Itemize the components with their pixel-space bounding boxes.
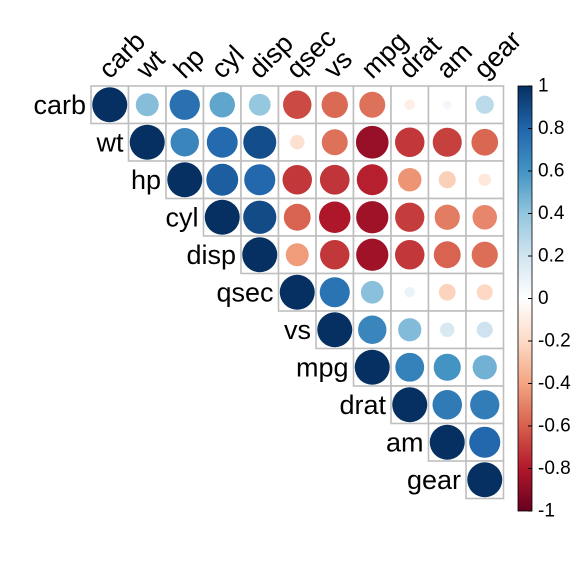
row-label: mpg (296, 352, 349, 382)
correlation-circle (475, 95, 494, 114)
row-label: hp (131, 165, 161, 195)
correlation-circle (442, 100, 452, 110)
column-label: hp (168, 42, 210, 84)
colorbar-tick-label: -0.8 (538, 458, 571, 479)
correlation-circle (167, 162, 203, 198)
correlation-circle (321, 129, 348, 156)
correlation-circle (395, 352, 425, 382)
correlation-circle (472, 355, 497, 380)
circle-layer (92, 87, 503, 498)
correlation-circle (356, 164, 388, 196)
correlation-circle (395, 127, 425, 157)
correlation-circle (434, 204, 460, 230)
row-label: carb (33, 90, 86, 120)
row-label: cyl (166, 202, 199, 232)
correlation-circle (438, 171, 456, 189)
correlation-circle (135, 93, 159, 117)
colorbar-tick-label: 0.8 (538, 118, 564, 139)
correlation-circle (290, 135, 305, 150)
correlation-circle (395, 240, 425, 270)
colorbar-tick-label: -0.4 (538, 373, 571, 394)
colorbar-tick-label: 1 (538, 76, 549, 97)
correlation-circle (398, 318, 422, 342)
correlation-circle (206, 163, 239, 196)
colorbar: 1 0.8 0.6 0.4 0.2 0 -0.2 -0.4 -0.6 -0.8 -1 (517, 76, 571, 522)
correlation-circle (392, 387, 428, 423)
correlation-circle (395, 202, 425, 232)
correlation-circle (319, 164, 350, 195)
colorbar-tick-label: 0 (538, 288, 549, 309)
correlation-circle (248, 93, 271, 116)
correlation-circle (433, 353, 461, 381)
correlation-circle (355, 125, 389, 159)
correlation-circle (321, 91, 348, 118)
correlation-circle (432, 390, 462, 420)
row-label: drat (339, 390, 386, 420)
correlation-circle (471, 241, 498, 268)
correlation-circle (404, 99, 415, 110)
correlation-circle (472, 205, 497, 230)
correlation-circle (319, 201, 351, 233)
correlation-circle (283, 90, 312, 119)
correlation-circle (282, 165, 312, 195)
correlation-circle (317, 312, 353, 348)
grid-cell (465, 160, 505, 200)
colorbar-tick-label: 0.6 (538, 161, 564, 182)
correlation-circle (279, 274, 315, 310)
correlation-circle (470, 390, 500, 420)
row-label: qsec (216, 277, 273, 307)
colorbar-tick-label: -1 (538, 501, 555, 522)
row-label: am (386, 427, 424, 457)
correlation-circle (476, 284, 493, 301)
column-label: gear (468, 25, 527, 84)
colorbar-tick-label: -0.6 (538, 416, 571, 437)
correlation-circle (354, 349, 390, 385)
correlation-circle (170, 128, 199, 157)
correlation-circle (471, 128, 499, 156)
correlation-circle (244, 164, 276, 196)
colorbar-tick-label: 0.2 (538, 246, 564, 267)
correlation-circle (204, 199, 240, 235)
colorbar-tick-label: -0.2 (538, 331, 571, 352)
correlation-circle (243, 200, 277, 234)
correlation-circle (359, 91, 386, 118)
correlation-circle (206, 126, 238, 158)
correlation-circle (320, 240, 350, 270)
correlation-circle (433, 241, 461, 269)
correlation-circle (360, 280, 384, 304)
correlation-circle (209, 92, 235, 118)
correlation-circle (169, 89, 200, 120)
row-label: vs (284, 315, 311, 345)
correlation-circle (478, 173, 492, 187)
colorbar-tick-label: 0.4 (538, 203, 565, 224)
correlation-circle (467, 462, 503, 498)
correlation-circle (432, 127, 462, 157)
correlation-circle (285, 243, 309, 267)
correlation-circle (429, 424, 465, 460)
correlation-circle (476, 321, 493, 338)
row-label: disp (186, 240, 236, 270)
row-label: wt (96, 127, 124, 157)
correlation-circle (438, 283, 456, 301)
correlation-circle (358, 315, 387, 344)
correlation-circle (356, 201, 389, 234)
correlation-circle (243, 125, 277, 159)
correlation-circle (398, 168, 422, 192)
correlation-circle (319, 277, 350, 308)
correlation-circle (440, 322, 455, 337)
correlation-circle (242, 237, 278, 273)
correlation-circle (129, 124, 165, 160)
row-label: gear (407, 465, 461, 495)
correlation-circle (356, 238, 389, 271)
correlation-circle (283, 203, 311, 231)
correlation-circle (469, 426, 501, 458)
correlation-circle (404, 287, 415, 298)
correlation-circle (92, 87, 128, 123)
